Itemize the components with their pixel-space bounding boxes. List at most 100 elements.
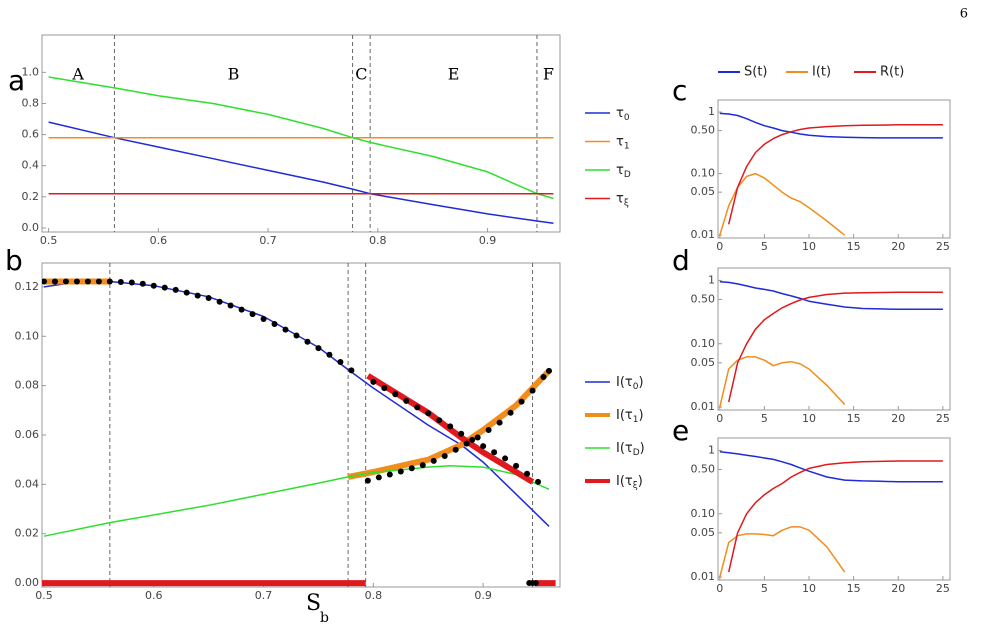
- sim-point: [408, 465, 415, 472]
- y-tick-label: 0.01: [691, 400, 716, 413]
- sim-point: [447, 423, 454, 430]
- panel-label: a: [8, 64, 25, 97]
- sim-point: [441, 452, 448, 459]
- x-tick-label: 0.7: [259, 234, 277, 247]
- sim-point: [194, 292, 201, 299]
- y-tick-label: 0.50: [691, 124, 716, 137]
- sim-point: [205, 295, 212, 302]
- y-tick-label: 0.10: [691, 337, 716, 350]
- sim-point: [518, 398, 525, 405]
- x-tick-label: 25: [936, 412, 950, 425]
- x-tick-label: 0: [716, 240, 723, 253]
- sim-point: [540, 374, 547, 381]
- series-line: [727, 124, 943, 225]
- x-tick-label: 0: [716, 412, 723, 425]
- series-line: [719, 526, 846, 578]
- legend-label: I(τD): [616, 441, 645, 458]
- series-line: [48, 76, 554, 200]
- region-label: B: [228, 65, 240, 84]
- sim-point: [348, 367, 355, 374]
- sim-point: [282, 326, 289, 333]
- y-tick-label: 0.05: [691, 185, 716, 198]
- series-line: [43, 465, 550, 537]
- y-tick-label: 0.2: [22, 190, 40, 203]
- y-tick-label: 0.05: [691, 356, 716, 369]
- x-tick-label: 0: [716, 582, 723, 595]
- sim-point: [546, 367, 553, 374]
- sim-point: [326, 351, 333, 358]
- x-tick-label: 15: [847, 412, 861, 425]
- sim-point: [304, 338, 311, 345]
- panel-label: c: [672, 74, 687, 107]
- sim-point: [403, 397, 410, 404]
- x-axis-label: S: [306, 591, 321, 616]
- y-tick-label: 0.8: [22, 96, 40, 109]
- sim-point: [463, 440, 470, 447]
- sim-point: [375, 474, 382, 481]
- sim-point: [386, 471, 393, 478]
- legend-label: I(τξ): [616, 474, 643, 491]
- sim-point: [491, 449, 498, 456]
- sim-point: [238, 306, 245, 313]
- plot-area: [48, 76, 554, 225]
- x-tick-label: 0.6: [150, 234, 168, 247]
- sim-point: [469, 436, 476, 443]
- y-tick-label: 0.01: [691, 570, 716, 583]
- panel-label: e: [672, 414, 689, 447]
- x-tick-label: 25: [936, 582, 950, 595]
- y-tick-label: 0.10: [691, 167, 716, 180]
- sim-point: [84, 278, 91, 285]
- y-tick-label: 0.4: [22, 159, 40, 172]
- series-line: [43, 280, 550, 527]
- plot-area: [719, 281, 943, 408]
- sim-point: [436, 417, 443, 424]
- sim-point: [337, 358, 344, 365]
- sim-point: [529, 387, 536, 394]
- plot-area: [42, 278, 556, 587]
- sim-point: [524, 470, 531, 477]
- sim-point: [260, 316, 267, 323]
- x-tick-label: 0.8: [369, 234, 387, 247]
- x-tick-label: 20: [891, 240, 905, 253]
- sim-point: [370, 378, 377, 385]
- sim-point: [513, 462, 520, 469]
- sim-point: [249, 311, 256, 318]
- sim-point: [161, 284, 168, 291]
- series-line: [42, 373, 556, 587]
- sim-point: [430, 457, 437, 464]
- sim-point: [532, 580, 539, 587]
- x-tick-label: 20: [891, 582, 905, 595]
- plot-frame: [717, 99, 951, 239]
- x-tick-label: 15: [847, 240, 861, 253]
- plot-frame: [41, 34, 561, 233]
- sim-point: [51, 278, 58, 285]
- x-tick-label: 10: [802, 582, 816, 595]
- sim-point: [381, 385, 388, 392]
- legend-label: R(t): [880, 65, 904, 80]
- sim-point: [62, 278, 69, 285]
- plot-frame: [41, 262, 561, 588]
- x-tick-label: 0.8: [365, 589, 383, 602]
- plot-frame: [717, 437, 951, 581]
- series-line: [719, 281, 943, 311]
- legend-label: τ0: [616, 106, 630, 123]
- x-tick-label: 0.9: [474, 589, 492, 602]
- x-tick-label: 20: [891, 412, 905, 425]
- region-label: E: [448, 65, 460, 84]
- series-line: [48, 121, 554, 225]
- plot-area: [719, 451, 943, 578]
- x-tick-label: 0.6: [145, 589, 163, 602]
- y-tick-label: 0.01: [691, 228, 716, 241]
- y-tick-label: 0.0: [22, 221, 40, 234]
- x-tick-label: 0.9: [479, 234, 497, 247]
- legend-label: I(t): [812, 65, 831, 80]
- sim-point: [139, 280, 146, 287]
- x-tick-label: 10: [802, 412, 816, 425]
- sim-point: [452, 446, 459, 453]
- sim-point: [535, 478, 542, 485]
- sim-point: [42, 278, 47, 285]
- series-line: [719, 356, 846, 408]
- sim-point: [392, 391, 399, 398]
- sim-point: [73, 278, 80, 285]
- region-label: A: [71, 65, 84, 84]
